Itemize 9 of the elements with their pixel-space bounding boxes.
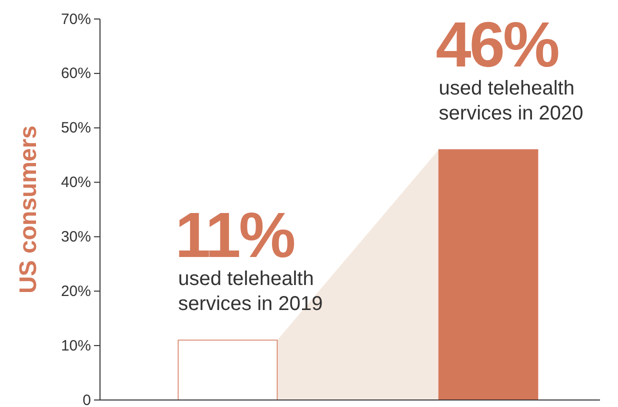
y-axis-title: US consumers (15, 125, 42, 294)
y-tick-label: 30% (60, 228, 91, 246)
y-tick-label: 40% (60, 174, 91, 192)
y-tick-label: 20% (60, 282, 91, 300)
y-tick-label: 10% (60, 337, 91, 354)
y-tick-label: 0 (82, 392, 91, 407)
y-tick-label: 50% (60, 120, 91, 137)
y-tick-label: 60% (60, 65, 91, 82)
y-tick-label: 70% (60, 10, 91, 28)
